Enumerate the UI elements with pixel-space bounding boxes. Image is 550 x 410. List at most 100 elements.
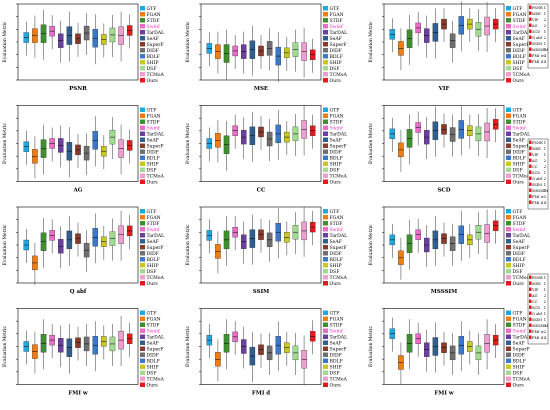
legend-label: TCMoA xyxy=(147,275,165,281)
legend-label: SuperF xyxy=(147,144,164,150)
legend-label: TarDAL xyxy=(330,30,348,36)
legend-label: Swinf xyxy=(330,329,344,335)
rank-value: 2 xyxy=(544,165,546,169)
legend-label: GTF xyxy=(330,108,340,114)
legend-label: TarDAL xyxy=(513,132,531,138)
legend-label: DIDF xyxy=(330,150,342,156)
legend-label: TarDAL xyxy=(513,30,531,36)
legend-label: DSF xyxy=(513,66,523,72)
legend-label: TCMoA xyxy=(330,275,348,281)
rank-metric: SCD xyxy=(532,171,540,175)
legend-swatch xyxy=(506,346,511,351)
rank-swatch xyxy=(529,140,532,144)
legend-swatch xyxy=(323,78,328,83)
legend-swatch xyxy=(140,36,145,41)
rank-swatch xyxy=(529,59,532,63)
legend-label: Swinf xyxy=(513,126,527,132)
legend-swatch xyxy=(323,221,328,226)
x-axis-label: PSNR xyxy=(69,86,87,92)
legend-label: STDF xyxy=(330,221,343,227)
legend-label: SHIP xyxy=(147,60,159,66)
legend-swatch xyxy=(323,131,328,136)
legend-label: GTF xyxy=(330,311,340,317)
legend-label: BDLF xyxy=(513,156,526,162)
rank-value: 4 xyxy=(544,336,547,340)
legend-swatch xyxy=(140,281,145,286)
legend-swatch xyxy=(323,119,328,124)
rank-value: 2 xyxy=(544,18,546,22)
legend-label: DSF xyxy=(330,269,340,275)
legend-label: FGAN xyxy=(330,12,344,18)
rank-value: 1 xyxy=(544,288,546,292)
legend-swatch xyxy=(323,48,328,53)
legend-label: DSF xyxy=(330,168,340,174)
legend-swatch xyxy=(323,107,328,112)
legend-label: BDLF xyxy=(330,359,343,365)
legend-swatch xyxy=(140,72,145,77)
legend-label: DSF xyxy=(147,66,157,72)
legend-label: DSF xyxy=(147,269,157,275)
rank-metric: AG xyxy=(531,294,538,298)
rank-metric: FMI d xyxy=(532,201,544,205)
legend-label: SeAF xyxy=(330,36,342,42)
rank-swatch xyxy=(529,17,532,21)
legend-label: STDF xyxy=(330,120,343,126)
legend-swatch xyxy=(506,48,511,53)
legend-label: Ours xyxy=(147,180,159,186)
legend-label: TarDAL xyxy=(330,233,348,239)
legend-swatch xyxy=(140,328,145,333)
legend-swatch xyxy=(140,107,145,112)
legend-label: TarDAL xyxy=(330,335,348,341)
legend-swatch xyxy=(506,334,511,339)
legend-swatch xyxy=(506,119,511,124)
rank-panel xyxy=(527,138,549,210)
legend-swatch xyxy=(506,161,511,166)
legend-swatch xyxy=(140,382,145,387)
legend-label: SHIP xyxy=(147,263,159,269)
legend-swatch xyxy=(506,60,511,65)
legend-swatch xyxy=(506,36,511,41)
legend-swatch xyxy=(140,352,145,357)
legend-swatch xyxy=(506,376,511,381)
legend-label: TCMoA xyxy=(330,377,348,383)
rank-value: 2 xyxy=(544,177,546,181)
legend-label: SuperF xyxy=(513,347,530,353)
legend-swatch xyxy=(140,66,145,71)
y-axis-label: Evaluation Metric xyxy=(185,123,191,164)
legend-label: GTF xyxy=(147,108,157,114)
y-axis-label: Evaluation Metric xyxy=(2,224,8,265)
legend-label: SeAF xyxy=(147,36,159,42)
legend-label: Swinf xyxy=(330,24,344,30)
legend-label: STDF xyxy=(513,120,526,126)
legend-label: Ours xyxy=(147,78,159,84)
legend-swatch xyxy=(506,263,511,268)
legend-label: FGAN xyxy=(513,215,527,221)
legend-swatch xyxy=(323,227,328,232)
legend-label: SeAF xyxy=(147,341,159,347)
legend-swatch xyxy=(506,352,511,357)
legend-swatch xyxy=(506,257,511,262)
rank-metric: AG xyxy=(531,159,538,163)
legend-swatch xyxy=(140,275,145,280)
legend-label: FGAN xyxy=(513,114,527,120)
legend-swatch xyxy=(323,364,328,369)
legend-label: TCMoA xyxy=(513,377,531,383)
x-axis-label: VIF xyxy=(438,86,450,92)
legend-label: DIDF xyxy=(513,48,525,54)
rank-metric: FMI w xyxy=(532,330,545,334)
legend-swatch xyxy=(140,239,145,244)
legend-swatch xyxy=(140,119,145,124)
legend-label: SHIP xyxy=(147,365,159,371)
legend-label: Swinf xyxy=(147,126,161,132)
legend-label: GTF xyxy=(147,6,157,12)
legend-swatch xyxy=(323,42,328,47)
y-axis-label: Evaluation Metric xyxy=(368,21,374,62)
legend-label: TCMoA xyxy=(147,72,165,78)
legend-label: SuperF xyxy=(330,347,347,353)
rank-swatch xyxy=(529,182,532,186)
legend-swatch xyxy=(140,155,145,160)
legend-label: GTF xyxy=(330,209,340,215)
rank-swatch xyxy=(529,164,532,168)
legend-swatch xyxy=(506,113,511,118)
legend-swatch xyxy=(323,251,328,256)
